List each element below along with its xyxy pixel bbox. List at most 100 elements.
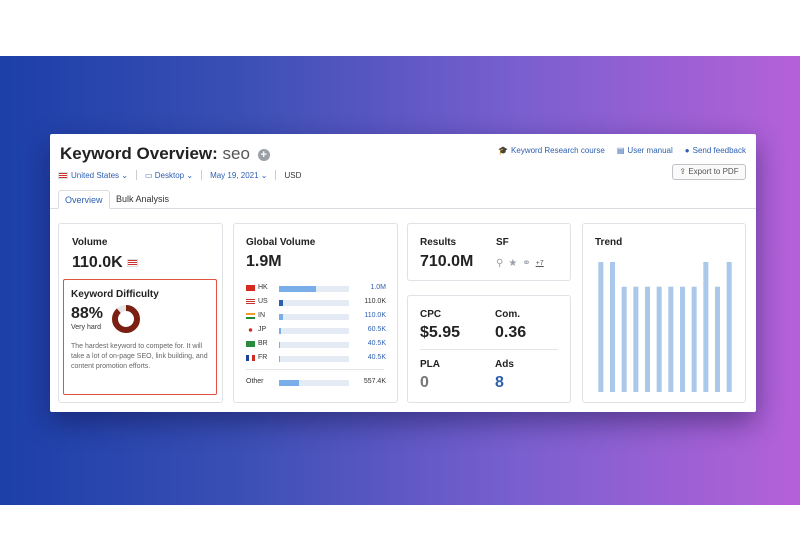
trend-bar[interactable] bbox=[715, 286, 720, 392]
us-flag-icon bbox=[58, 171, 68, 179]
header-links: 🎓 Keyword Research course ▤ User manual ● S… bbox=[498, 146, 746, 155]
trend-bar[interactable] bbox=[726, 262, 732, 392]
us-flag-icon bbox=[127, 258, 139, 267]
divider bbox=[135, 170, 137, 180]
us-flag-icon bbox=[246, 299, 255, 305]
divider bbox=[275, 170, 277, 180]
country-volume-link[interactable]: 110.0K bbox=[364, 312, 386, 319]
sf-more-link[interactable]: +7 bbox=[535, 260, 544, 267]
page-title-text: Keyword Overview: bbox=[60, 144, 218, 163]
link-keyword-research-course[interactable]: 🎓 Keyword Research course bbox=[498, 146, 605, 155]
global-volume-card: Global Volume 1.9M HK 1.0M US 110.0K IN … bbox=[233, 223, 398, 403]
chevron-down-icon: ⌄ bbox=[121, 170, 128, 180]
trend-bar[interactable] bbox=[621, 286, 627, 392]
country-row-in: IN 110.0K bbox=[246, 312, 386, 322]
com-value: 0.36 bbox=[495, 324, 527, 341]
divider bbox=[420, 349, 558, 350]
ads-value[interactable]: 8 bbox=[495, 374, 504, 391]
country-volume-value: 110.0K bbox=[364, 298, 386, 305]
graduation-icon: 🎓 bbox=[498, 146, 509, 155]
country-volume-fill bbox=[279, 342, 281, 348]
country-volume-fill bbox=[279, 356, 281, 362]
country-volume-link[interactable]: 40.5K bbox=[367, 354, 386, 361]
link-user-manual[interactable]: ▤ User manual bbox=[616, 146, 673, 155]
chat-icon: ● bbox=[684, 146, 690, 155]
country-volume-link[interactable]: 1.0M bbox=[370, 284, 386, 291]
jp-flag-icon bbox=[246, 327, 255, 333]
country-volume-link[interactable]: 40.5K bbox=[367, 340, 386, 347]
country-volume-link[interactable]: 60.5K bbox=[367, 326, 386, 333]
trend-bar[interactable] bbox=[703, 262, 709, 392]
country-row-br: BR 40.5K bbox=[246, 340, 386, 350]
filters-bar: United States ⌄ ▭ Desktop ⌄ May 19, 2021… bbox=[58, 170, 301, 180]
chevron-down-icon: ⌄ bbox=[260, 170, 268, 180]
star-icon[interactable]: ★ bbox=[508, 258, 518, 269]
currency-label: USD bbox=[284, 170, 302, 180]
trend-bar[interactable] bbox=[656, 286, 662, 392]
br-flag-icon bbox=[246, 341, 255, 347]
country-volume-bar bbox=[279, 286, 349, 292]
results-label: Results bbox=[420, 237, 457, 248]
country-volume-bar bbox=[279, 342, 349, 348]
date-select[interactable]: May 19, 2021 ⌄ bbox=[210, 170, 268, 180]
country-volume-fill bbox=[279, 314, 284, 320]
country-volume-bar bbox=[279, 314, 349, 320]
page-title: Keyword Overview: seo + bbox=[60, 144, 270, 164]
kd-description: The hardest keyword to compete for. It w… bbox=[71, 343, 208, 370]
device-select[interactable]: ▭ Desktop ⌄ bbox=[144, 170, 194, 180]
keyword-text: seo bbox=[222, 144, 250, 163]
country-row-jp: JP 60.5K bbox=[246, 326, 386, 336]
sf-label: SF bbox=[496, 237, 509, 248]
divider bbox=[201, 170, 203, 180]
hk-flag-icon bbox=[246, 285, 255, 291]
country-row-hk: HK 1.0M bbox=[246, 284, 386, 294]
country-volume-bar bbox=[279, 300, 349, 306]
trend-bar[interactable] bbox=[633, 286, 639, 392]
trend-bar[interactable] bbox=[598, 262, 604, 392]
country-volume-bar bbox=[279, 356, 349, 362]
trend-chart bbox=[598, 262, 732, 392]
country-row-other: Other 557.4K bbox=[246, 378, 386, 386]
kd-label: Keyword Difficulty bbox=[71, 289, 159, 300]
trend-bar[interactable] bbox=[691, 286, 697, 392]
trend-bar[interactable] bbox=[668, 286, 674, 392]
keyword-overview-panel: Keyword Overview: seo + 🎓 Keyword Researc… bbox=[50, 134, 756, 412]
divider bbox=[246, 369, 384, 370]
country-row-us: US 110.0K bbox=[246, 298, 386, 308]
results-value: 710.0M bbox=[420, 253, 474, 270]
volume-label: Volume bbox=[72, 237, 108, 248]
com-label: Com. bbox=[495, 309, 520, 320]
country-row-fr: FR 40.5K bbox=[246, 354, 386, 364]
trend-bar[interactable] bbox=[610, 262, 615, 392]
pla-label: PLA bbox=[420, 359, 440, 370]
desktop-icon: ▭ bbox=[144, 170, 153, 180]
link-send-feedback[interactable]: ● Send feedback bbox=[684, 146, 746, 155]
database-select[interactable]: United States ⌄ bbox=[58, 171, 128, 180]
country-volume-fill bbox=[279, 380, 300, 386]
kd-donut-arc bbox=[112, 305, 140, 333]
link-icon[interactable]: ⚭ bbox=[522, 258, 531, 269]
trend-bar[interactable] bbox=[645, 286, 650, 392]
fr-flag-icon bbox=[246, 355, 255, 361]
kd-level: Very hard bbox=[71, 324, 101, 331]
cpc-label: CPC bbox=[420, 309, 442, 320]
export-pdf-button[interactable]: ⇪ Export to PDF bbox=[672, 164, 746, 180]
trend-label: Trend bbox=[595, 237, 623, 248]
location-pin-icon[interactable]: ⚲ bbox=[496, 258, 504, 269]
country-volume-fill bbox=[279, 328, 282, 334]
pla-value: 0 bbox=[420, 374, 429, 391]
country-volume-value: 557.4K bbox=[363, 378, 386, 385]
tab-bar: Overview Bulk Analysis bbox=[50, 188, 756, 209]
in-flag-icon bbox=[246, 313, 255, 319]
volume-card: Volume 110.0K bbox=[58, 223, 223, 403]
add-keyword-icon[interactable]: + bbox=[257, 148, 270, 161]
tab-overview[interactable]: Overview bbox=[58, 190, 110, 209]
kd-value: 88% bbox=[71, 305, 104, 322]
country-volume-bar bbox=[279, 380, 349, 386]
trend-bar[interactable] bbox=[680, 286, 685, 392]
chevron-down-icon: ⌄ bbox=[186, 170, 194, 180]
trend-card: Trend bbox=[582, 223, 746, 403]
tab-bulk-analysis[interactable]: Bulk Analysis bbox=[116, 194, 170, 204]
cpc-value: $5.95 bbox=[420, 324, 461, 341]
country-volume-fill bbox=[279, 300, 284, 306]
